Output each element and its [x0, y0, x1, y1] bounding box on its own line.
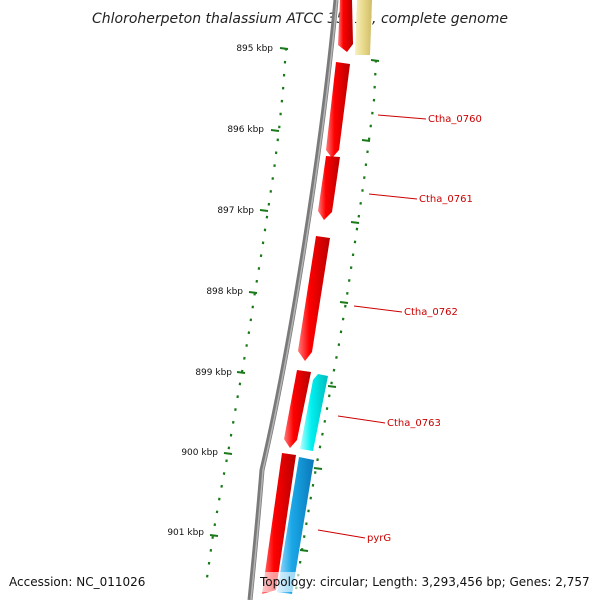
genome-backbone [247, 0, 339, 600]
kbp-label-896: 896 kbp [227, 125, 264, 135]
gene-arrow-ctha-0761[interactable] [318, 156, 340, 220]
topology-text: Topology: circular; Length: 3,293,456 bp… [259, 575, 590, 589]
gene-arrow-cyan[interactable] [300, 374, 328, 451]
kbp-label-895: 895 kbp [236, 44, 273, 54]
gene-labels: Ctha_0760 Ctha_0761 Ctha_0762 Ctha_0763 … [317, 114, 482, 544]
reverse-genes [277, 0, 372, 594]
kbp-label-898: 898 kbp [206, 287, 243, 297]
gene-arrow-pyrG-red[interactable] [262, 453, 296, 594]
footer-backdrop [256, 572, 600, 592]
gene-label-pyrG[interactable]: pyrG [367, 533, 391, 544]
gene-label-ctha-0761[interactable]: Ctha_0761 [419, 194, 473, 205]
gene-block-yellow[interactable] [355, 0, 372, 55]
major-ticks [209, 47, 380, 552]
kbp-label-900: 900 kbp [181, 448, 218, 458]
gene-arrow-blue[interactable] [277, 457, 314, 594]
accession-text: Accession: NC_011026 [9, 575, 145, 589]
gene-label-ctha-0760[interactable]: Ctha_0760 [428, 114, 482, 125]
kbp-label-897: 897 kbp [217, 206, 254, 216]
gene-arrow-ctha-0763[interactable] [284, 370, 311, 448]
kbp-label-901: 901 kbp [167, 528, 204, 538]
kbp-labels: 895 kbp 896 kbp 897 kbp 898 kbp 899 kbp … [167, 44, 273, 538]
kbp-label-899: 899 kbp [195, 368, 232, 378]
map-title: Chloroherpeton thalassium ATCC 35110, co… [92, 11, 508, 27]
gene-arrow-top[interactable] [338, 0, 353, 52]
gene-label-ctha-0763[interactable]: Ctha_0763 [387, 418, 441, 429]
gene-label-ctha-0762[interactable]: Ctha_0762 [404, 307, 458, 318]
forward-genes [262, 0, 353, 594]
gene-arrow-ctha-0762[interactable] [298, 236, 330, 361]
gene-arrow-ctha-0760[interactable] [326, 62, 350, 158]
